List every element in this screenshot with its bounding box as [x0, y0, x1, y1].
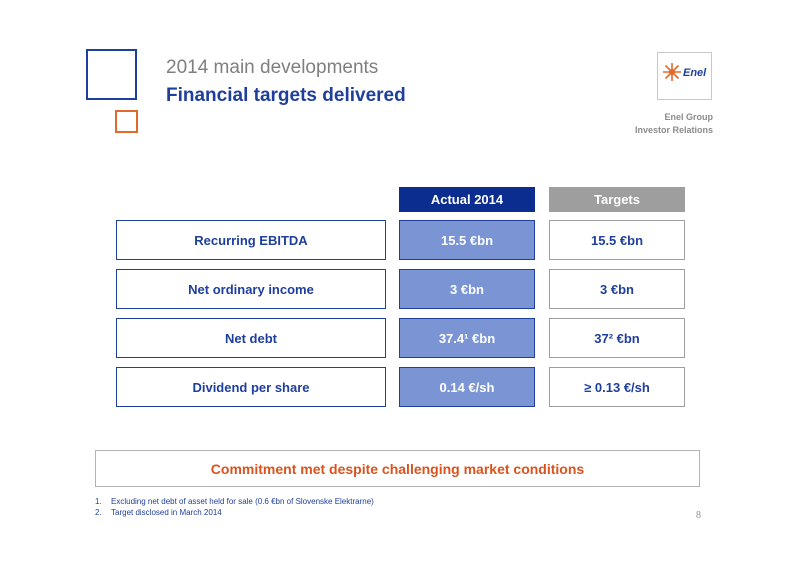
- row-target-value: ≥ 0.13 €/sh: [549, 367, 685, 407]
- row-label: Net ordinary income: [116, 269, 386, 309]
- row-actual-value: 3 €bn: [399, 269, 535, 309]
- logo-text: Enel: [683, 67, 707, 79]
- group-label: Enel Group Investor Relations: [635, 111, 713, 137]
- row-actual-value: 37.4¹ €bn: [399, 318, 535, 358]
- column-header-targets: Targets: [549, 187, 685, 212]
- page-number: 8: [696, 510, 701, 521]
- row-label: Recurring EBITDA: [116, 220, 386, 260]
- commitment-banner: Commitment met despite challenging marke…: [95, 450, 700, 487]
- footnote-1: 1. Excluding net debt of asset held for s…: [95, 497, 374, 506]
- row-target-value: 3 €bn: [549, 269, 685, 309]
- row-label: Dividend per share: [116, 367, 386, 407]
- row-actual-value: 15.5 €bn: [399, 220, 535, 260]
- section-title: 2014 main developments: [166, 57, 379, 78]
- enel-sun-icon: [663, 63, 681, 81]
- row-label: Net debt: [116, 318, 386, 358]
- row-target-value: 15.5 €bn: [549, 220, 685, 260]
- column-header-actual: Actual 2014: [399, 187, 535, 212]
- row-target-value: 37² €bn: [549, 318, 685, 358]
- footnote-2: 2. Target disclosed in March 2014: [95, 508, 222, 517]
- group-line-2: Investor Relations: [634, 125, 713, 135]
- group-line-1: Enel Group: [664, 112, 713, 122]
- decor-square-orange: [115, 110, 138, 133]
- footnotes: 1. Excluding net debt of asset held for s…: [95, 496, 374, 518]
- enel-logo: Enel: [657, 52, 712, 100]
- row-actual-value: 0.14 €/sh: [399, 367, 535, 407]
- page-title: Financial targets delivered: [166, 85, 406, 106]
- decor-square-blue: [86, 49, 137, 100]
